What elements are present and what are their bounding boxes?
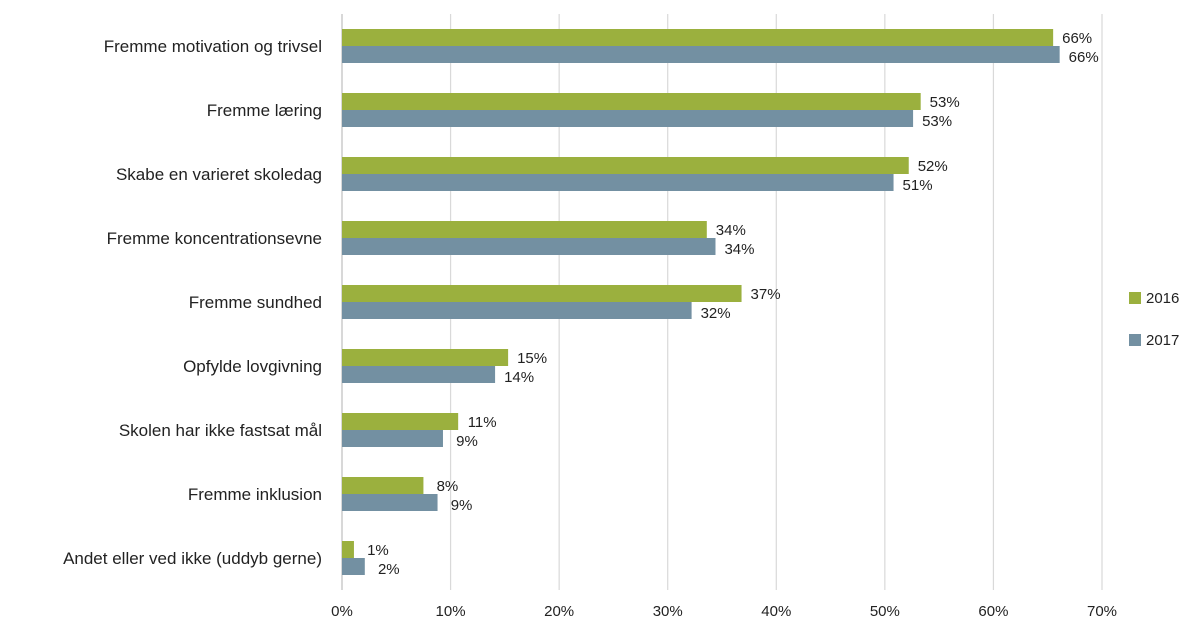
bar-2016 xyxy=(342,221,707,238)
bar-2016 xyxy=(342,29,1054,46)
data-label: 9% xyxy=(456,433,478,450)
data-label: 66% xyxy=(1062,30,1092,47)
x-tick-label: 10% xyxy=(436,603,466,620)
data-label: 34% xyxy=(716,222,746,239)
data-label: 2% xyxy=(378,561,400,578)
data-label: 34% xyxy=(724,241,754,258)
category-label: Fremme motivation og trivsel xyxy=(104,37,322,56)
legend-swatch xyxy=(1129,292,1141,304)
data-label: 15% xyxy=(517,350,547,367)
bar-2016 xyxy=(342,541,354,558)
data-label: 9% xyxy=(451,497,473,514)
bar-2017 xyxy=(342,302,692,319)
bar-2017 xyxy=(342,46,1060,63)
x-tick-label: 70% xyxy=(1087,603,1117,620)
data-label: 8% xyxy=(437,478,459,495)
category-label: Fremme sundhed xyxy=(189,293,322,312)
x-tick-label: 30% xyxy=(653,603,683,620)
category-label: Fremme koncentrationsevne xyxy=(107,229,322,248)
bar-2017 xyxy=(342,110,914,127)
bar-2017 xyxy=(342,366,496,383)
bar-2016 xyxy=(342,349,509,366)
legend: 2016 2017 xyxy=(1129,290,1179,349)
data-label: 52% xyxy=(918,158,948,175)
bars xyxy=(342,29,1060,575)
data-label: 66% xyxy=(1069,49,1099,66)
bar-2017 xyxy=(342,430,443,447)
x-tick-labels: 0% 10% 20% 30% 40% 50% 60% 70% xyxy=(331,603,1117,620)
data-labels: 66% 66% 53% 53% 52% 51% 34% 34% 37% 32% 15% 14% 11% 9… xyxy=(367,30,1099,578)
bar-2016 xyxy=(342,477,424,494)
x-tick-label: 50% xyxy=(870,603,900,620)
data-label: 32% xyxy=(701,305,731,322)
bar-2017 xyxy=(342,238,716,255)
bar-2016 xyxy=(342,157,909,174)
x-tick-label: 40% xyxy=(761,603,791,620)
data-label: 14% xyxy=(504,369,534,386)
bar-2016 xyxy=(342,285,742,302)
data-label: 53% xyxy=(922,113,952,130)
data-label: 1% xyxy=(367,542,389,559)
data-label: 11% xyxy=(468,414,497,431)
category-label: Opfylde lovgivning xyxy=(183,357,322,376)
data-label: 53% xyxy=(930,94,960,111)
bar-2017 xyxy=(342,558,365,575)
bar-2016 xyxy=(342,413,459,430)
bar-2017 xyxy=(342,174,894,191)
legend-label: 2017 xyxy=(1146,332,1179,349)
category-labels: Fremme motivation og trivsel Fremme lærin… xyxy=(63,37,322,568)
legend-swatch xyxy=(1129,334,1141,346)
bar-2016 xyxy=(342,93,921,110)
x-tick-label: 60% xyxy=(978,603,1008,620)
bar-2017 xyxy=(342,494,438,511)
category-label: Skolen har ikke fastsat mål xyxy=(119,421,322,440)
x-tick-label: 0% xyxy=(331,603,353,620)
x-tick-label: 20% xyxy=(544,603,574,620)
category-label: Fremme inklusion xyxy=(188,485,322,504)
legend-label: 2016 xyxy=(1146,290,1179,307)
data-label: 37% xyxy=(751,286,781,303)
category-label: Skabe en varieret skoledag xyxy=(116,165,322,184)
category-label: Fremme læring xyxy=(207,101,322,120)
data-label: 51% xyxy=(903,177,933,194)
category-label: Andet eller ved ikke (uddyb gerne) xyxy=(63,549,322,568)
